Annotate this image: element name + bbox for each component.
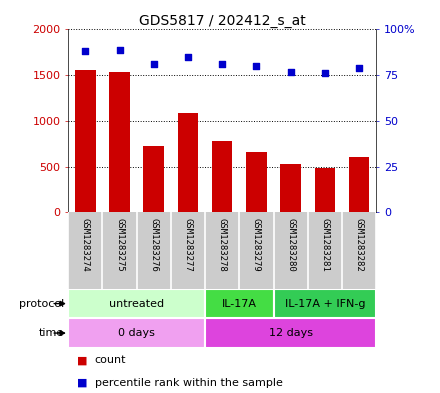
- Bar: [274, 289, 376, 318]
- Point: [253, 63, 260, 69]
- Bar: [109, 72, 130, 212]
- Text: protocol: protocol: [18, 299, 64, 309]
- Text: GSM1283275: GSM1283275: [115, 219, 124, 272]
- Text: GSM1283274: GSM1283274: [81, 219, 90, 272]
- Text: percentile rank within the sample: percentile rank within the sample: [95, 378, 282, 388]
- Text: 12 days: 12 days: [269, 328, 313, 338]
- Bar: [68, 318, 205, 348]
- Text: ■: ■: [77, 355, 88, 365]
- Point: [287, 68, 294, 75]
- Text: 0 days: 0 days: [118, 328, 155, 338]
- Text: count: count: [95, 355, 126, 365]
- Bar: [246, 152, 267, 212]
- Text: GSM1283276: GSM1283276: [149, 219, 158, 272]
- Text: IL-17A: IL-17A: [222, 299, 257, 309]
- Text: GSM1283281: GSM1283281: [320, 219, 330, 272]
- Text: GSM1283282: GSM1283282: [355, 219, 363, 272]
- Bar: [205, 289, 274, 318]
- Bar: [75, 70, 95, 212]
- Text: GSM1283277: GSM1283277: [183, 219, 192, 272]
- Point: [184, 54, 191, 60]
- Bar: [280, 164, 301, 212]
- Bar: [315, 168, 335, 212]
- Bar: [143, 145, 164, 212]
- Point: [321, 70, 328, 77]
- Bar: [205, 318, 376, 348]
- Text: ■: ■: [77, 378, 88, 388]
- Text: GSM1283280: GSM1283280: [286, 219, 295, 272]
- Point: [356, 65, 363, 71]
- Bar: [68, 289, 205, 318]
- Text: IL-17A + IFN-g: IL-17A + IFN-g: [285, 299, 365, 309]
- Text: GSM1283278: GSM1283278: [218, 219, 227, 272]
- Point: [82, 48, 89, 55]
- Point: [150, 61, 157, 67]
- Point: [219, 61, 226, 67]
- Text: GSM1283279: GSM1283279: [252, 219, 261, 272]
- Bar: [178, 113, 198, 212]
- Title: GDS5817 / 202412_s_at: GDS5817 / 202412_s_at: [139, 15, 305, 28]
- Bar: [349, 157, 369, 212]
- Bar: [212, 141, 232, 212]
- Text: time: time: [39, 328, 64, 338]
- Text: untreated: untreated: [109, 299, 164, 309]
- Point: [116, 46, 123, 53]
